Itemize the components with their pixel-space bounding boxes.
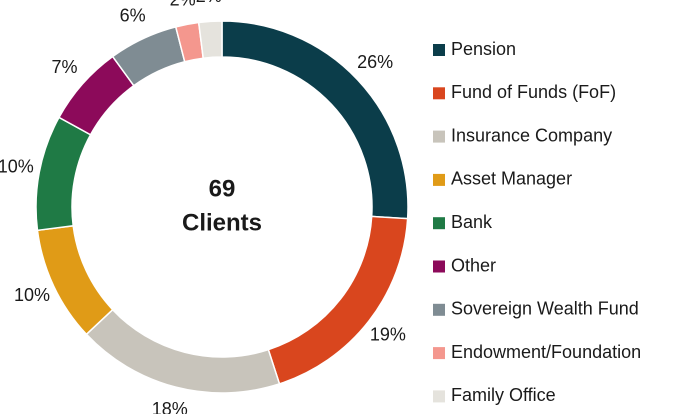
legend-swatch — [433, 217, 445, 230]
value-label: 19% — [370, 324, 406, 344]
legend-swatch — [433, 347, 445, 360]
value-label: 10% — [0, 156, 34, 176]
legend-label: Bank — [451, 212, 493, 232]
legend-swatch — [433, 390, 445, 403]
legend-label: Fund of Funds (FoF) — [451, 82, 616, 102]
legend-label: Asset Manager — [451, 169, 572, 189]
center-value: 69 — [209, 175, 236, 202]
legend-label: Other — [451, 255, 496, 275]
legend-swatch — [433, 130, 445, 143]
donut-slice — [267, 215, 409, 385]
donut-slice — [221, 20, 409, 220]
legend-label: Endowment/Foundation — [451, 342, 641, 362]
legend-label: Pension — [451, 39, 516, 59]
legend-label: Insurance Company — [451, 125, 612, 145]
donut-slice — [36, 224, 114, 336]
value-label: 2% — [196, 0, 222, 6]
center-label: Clients — [182, 209, 262, 236]
value-label: 7% — [51, 57, 77, 77]
value-label: 18% — [152, 399, 188, 414]
legend-swatch — [433, 173, 445, 186]
legend-swatch — [433, 260, 445, 273]
legend-label: Family Office — [451, 385, 556, 405]
donut-slice — [35, 116, 92, 232]
legend-swatch — [433, 303, 445, 316]
legend-label: Sovereign Wealth Fund — [451, 299, 639, 319]
value-label: 2% — [170, 0, 196, 9]
legend-swatch — [433, 44, 445, 56]
value-label: 6% — [120, 6, 146, 26]
value-label: 10% — [14, 285, 50, 305]
legend-swatch — [433, 87, 445, 100]
donut-slice — [197, 20, 223, 60]
donut-slice — [85, 308, 281, 394]
value-label: 26% — [357, 52, 393, 72]
